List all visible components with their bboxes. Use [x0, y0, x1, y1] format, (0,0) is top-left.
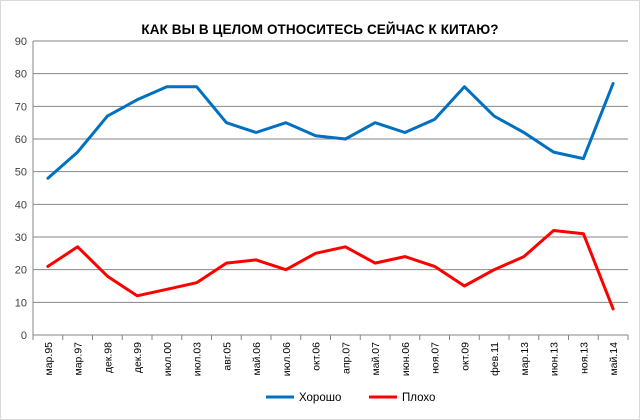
- x-tick-label: июл.03: [192, 342, 204, 376]
- x-tick-label: мар.13: [519, 342, 531, 376]
- y-tick-label: 70: [15, 101, 27, 113]
- y-tick-label: 50: [15, 167, 27, 179]
- x-tick-label: май.06: [251, 342, 263, 376]
- y-tick-label: 80: [15, 69, 27, 81]
- x-tick-label: май.07: [370, 342, 382, 376]
- y-tick-label: 20: [15, 265, 27, 277]
- chart-title: КАК ВЫ В ЦЕЛОМ ОТНОСИТЕСЬ СЕЙЧАС К КИТАЮ…: [141, 22, 499, 37]
- x-tick-label: окт.09: [459, 342, 471, 371]
- x-tick-label: мар.97: [73, 342, 85, 376]
- series-line-good: [46, 82, 615, 180]
- series-line-bad: [46, 229, 615, 311]
- x-tick-label: фев.11: [489, 342, 501, 376]
- x-tick-label: окт.06: [311, 342, 323, 371]
- y-tick-label: 30: [15, 232, 27, 244]
- y-tick-label: 60: [15, 134, 27, 146]
- x-tick-label: июл.00: [162, 342, 174, 376]
- x-tick-label: июн.06: [400, 342, 412, 376]
- x-tick-label: июн.13: [549, 342, 561, 376]
- x-tick-label: июл.06: [281, 342, 293, 376]
- x-tick-label: авг.05: [221, 342, 233, 371]
- y-tick-label: 90: [15, 36, 27, 48]
- y-tick-label: 10: [15, 297, 27, 309]
- legend-label: Плохо: [402, 392, 435, 404]
- x-tick-label: дек.98: [102, 342, 114, 373]
- x-tick-label: апр.07: [340, 342, 352, 374]
- y-tick-label: 40: [15, 199, 27, 211]
- x-tick-label: ноя.07: [430, 342, 442, 374]
- x-tick-label: дек.99: [132, 342, 144, 373]
- x-tick-label: май.14: [608, 342, 620, 376]
- x-tick-label: ноя.13: [578, 342, 590, 374]
- y-tick-label: 0: [21, 330, 27, 342]
- legend-label: Хорошо: [299, 392, 341, 404]
- x-tick-label: мар.95: [43, 342, 55, 376]
